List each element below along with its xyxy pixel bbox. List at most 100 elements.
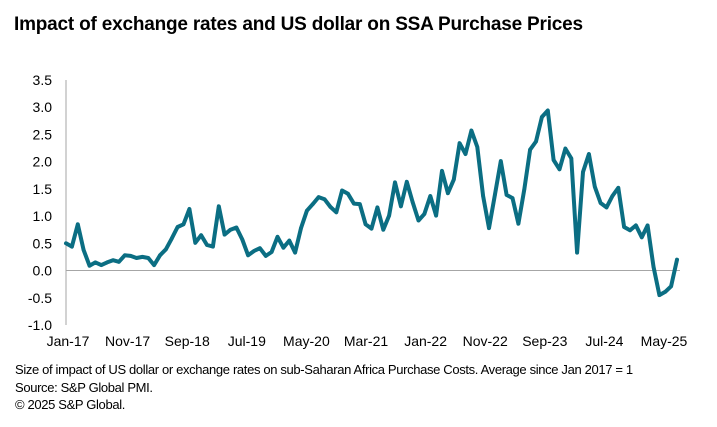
- x-tick-label: Nov-17: [105, 333, 150, 349]
- data-point: [199, 233, 203, 237]
- data-point: [551, 158, 556, 162]
- data-point: [340, 188, 344, 193]
- data-point: [193, 241, 198, 245]
- data-point: [81, 248, 86, 252]
- data-point: [504, 193, 509, 197]
- data-point: [187, 207, 192, 211]
- data-point: [275, 235, 280, 239]
- data-point: [105, 260, 109, 265]
- y-tick-label: -0.5: [28, 290, 52, 306]
- data-point: [499, 159, 503, 163]
- y-axis-labels: 3.5 3.0 2.5 2.0 1.5 1.0 0.5 0.0 -0.5 -1.0: [28, 72, 52, 333]
- data-point: [616, 186, 621, 190]
- data-point: [328, 205, 333, 209]
- data-point: [428, 194, 433, 198]
- footnote-source: Source: S&P Global PMI.: [15, 379, 153, 395]
- data-point: [410, 200, 415, 204]
- data-point: [475, 145, 480, 149]
- data-point: [546, 108, 550, 113]
- series-line: [64, 108, 679, 298]
- x-tick-label: Jul-24: [585, 333, 623, 349]
- data-point: [252, 249, 256, 253]
- data-point: [170, 236, 174, 241]
- data-point: [152, 263, 156, 267]
- data-point: [399, 204, 403, 209]
- data-point: [311, 202, 315, 206]
- x-tick-label: Sep-23: [522, 333, 567, 349]
- data-point: [99, 263, 104, 267]
- data-point: [217, 204, 221, 209]
- x-tick-label: Jul-19: [228, 333, 266, 349]
- data-point: [211, 244, 215, 249]
- data-point: [181, 222, 186, 227]
- data-point: [510, 196, 515, 200]
- data-point: [146, 256, 151, 260]
- data-point: [387, 213, 391, 218]
- data-point: [640, 235, 644, 240]
- data-point: [487, 226, 491, 230]
- data-point: [175, 225, 180, 229]
- data-point: [316, 195, 321, 199]
- y-tick-label: 3.0: [33, 99, 53, 115]
- x-tick-label: Mar-21: [344, 333, 389, 349]
- x-tick-label: May-20: [283, 333, 330, 349]
- data-point: [393, 180, 397, 185]
- data-point: [128, 254, 133, 258]
- data-point: [234, 225, 239, 230]
- data-point: [422, 212, 427, 216]
- data-point: [452, 177, 456, 182]
- data-point: [375, 205, 380, 210]
- data-point: [463, 152, 468, 156]
- data-point: [264, 254, 268, 258]
- data-point: [645, 223, 650, 228]
- chart-title: Impact of exchange rates and US dollar o…: [14, 14, 583, 35]
- x-axis-labels: Jan-17 Nov-17 Sep-18 Jul-19 May-20 Mar-21 Jan-…: [47, 333, 688, 349]
- data-point: [281, 245, 286, 250]
- data-point: [322, 197, 327, 201]
- data-point: [358, 202, 362, 206]
- data-point: [516, 221, 521, 226]
- x-tick-label: Sep-18: [165, 333, 210, 349]
- y-tick-label: 2.5: [33, 126, 53, 142]
- data-point: [675, 257, 679, 262]
- data-point: [593, 184, 597, 189]
- data-point: [352, 201, 356, 206]
- data-point: [587, 152, 591, 156]
- data-point: [70, 244, 74, 249]
- data-point: [651, 264, 656, 269]
- data-point: [64, 241, 68, 246]
- data-point: [299, 226, 303, 230]
- data-point: [598, 201, 603, 205]
- data-point: [287, 238, 292, 243]
- data-point: [334, 210, 339, 215]
- data-point: [381, 227, 386, 232]
- data-point: [493, 193, 497, 197]
- data-point: [117, 260, 121, 264]
- data-point: [346, 192, 350, 196]
- data-point: [610, 194, 615, 198]
- data-point: [575, 250, 579, 255]
- x-tick-label: Nov-22: [463, 333, 508, 349]
- data-point: [528, 147, 532, 152]
- y-tick-label: 3.5: [33, 72, 53, 88]
- footnote-copyright: © 2025 S&P Global.: [15, 397, 126, 412]
- data-point: [669, 284, 673, 289]
- data-point: [569, 156, 574, 161]
- data-point: [416, 218, 421, 223]
- data-point: [563, 146, 568, 151]
- data-point: [228, 227, 233, 232]
- data-point: [363, 222, 368, 227]
- data-point: [305, 208, 309, 213]
- series-points: [64, 108, 679, 297]
- data-point: [622, 225, 626, 229]
- data-point: [87, 263, 92, 268]
- data-point: [557, 167, 562, 172]
- data-point: [269, 250, 274, 254]
- data-point: [258, 246, 262, 250]
- data-point: [440, 169, 444, 173]
- data-point: [93, 260, 98, 265]
- data-point: [134, 256, 139, 260]
- footnote-description: Size of impact of US dollar or exchange …: [15, 362, 633, 377]
- data-point: [164, 247, 168, 252]
